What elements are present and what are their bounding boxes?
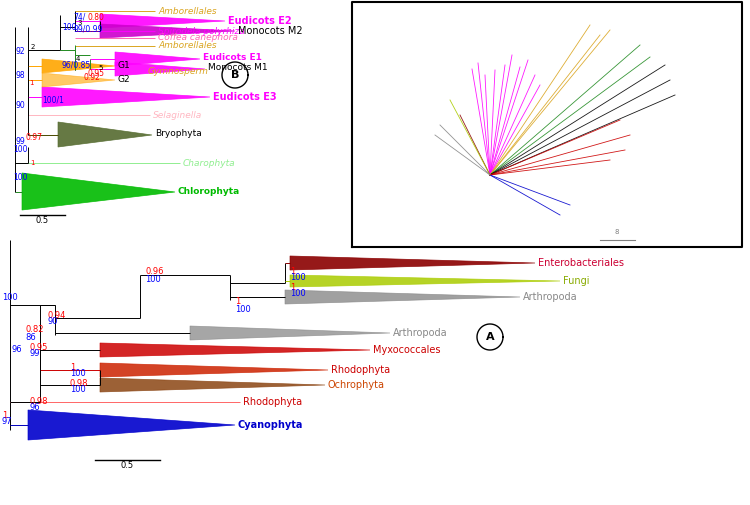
Polygon shape <box>100 378 325 392</box>
Text: Enterobacteriales: Enterobacteriales <box>538 258 624 268</box>
Text: Arthropoda: Arthropoda <box>393 328 448 338</box>
Text: 0.95: 0.95 <box>88 69 105 77</box>
Text: Selaginella: Selaginella <box>153 111 203 120</box>
Text: 0.5: 0.5 <box>121 461 134 470</box>
Text: 90: 90 <box>15 100 25 110</box>
Text: Spirodela polyrhiza: Spirodela polyrhiza <box>158 26 244 35</box>
Text: 100: 100 <box>145 275 160 283</box>
Text: Eudicots E2: Eudicots E2 <box>228 16 292 26</box>
Text: 92: 92 <box>15 47 25 57</box>
Text: Amborellales: Amborellales <box>158 7 217 16</box>
Text: Rhodophyta: Rhodophyta <box>331 365 390 375</box>
Text: 1: 1 <box>29 80 34 86</box>
Polygon shape <box>42 87 210 107</box>
Text: 5: 5 <box>98 65 102 71</box>
Polygon shape <box>42 59 115 73</box>
Text: Eudicots E3: Eudicots E3 <box>213 92 277 102</box>
Text: 100: 100 <box>2 292 18 301</box>
Text: G1: G1 <box>118 62 130 71</box>
Text: Amborellales: Amborellales <box>158 41 217 51</box>
Text: Eudicots E1: Eudicots E1 <box>203 54 262 63</box>
Text: 1: 1 <box>2 411 8 420</box>
Text: Rhodophyta: Rhodophyta <box>243 397 302 407</box>
Text: 0.5: 0.5 <box>35 216 49 225</box>
Text: Monocots M2: Monocots M2 <box>238 26 302 36</box>
Text: 100: 100 <box>13 144 28 154</box>
Text: 96/0.85: 96/0.85 <box>62 61 92 70</box>
Text: 0.92: 0.92 <box>83 74 100 82</box>
Text: 2: 2 <box>31 44 35 50</box>
Text: 1: 1 <box>70 363 75 372</box>
Text: Fungi: Fungi <box>563 276 590 286</box>
Text: Bryophyta: Bryophyta <box>155 129 202 138</box>
Text: 1: 1 <box>235 297 240 307</box>
Text: Cyanophyta: Cyanophyta <box>238 420 303 430</box>
Polygon shape <box>22 173 175 210</box>
Text: 97: 97 <box>2 418 13 427</box>
Text: 99/0.99: 99/0.99 <box>73 25 102 33</box>
Polygon shape <box>100 24 235 38</box>
Text: 100: 100 <box>13 173 28 181</box>
Text: 74/: 74/ <box>73 13 86 22</box>
Text: Arthropoda: Arthropoda <box>523 292 578 302</box>
Text: 99: 99 <box>15 137 25 146</box>
Text: Charophyta: Charophyta <box>183 159 236 168</box>
Polygon shape <box>115 62 205 76</box>
Text: G2: G2 <box>118 76 130 84</box>
Text: Ochrophyta: Ochrophyta <box>328 380 385 390</box>
Text: 100: 100 <box>290 289 306 298</box>
Text: Coffea canephora: Coffea canephora <box>158 33 238 42</box>
Polygon shape <box>115 52 200 66</box>
Text: 86: 86 <box>25 332 36 341</box>
Text: 3: 3 <box>77 20 82 26</box>
Text: 0.94: 0.94 <box>48 311 66 320</box>
Polygon shape <box>28 410 235 440</box>
Text: 100: 100 <box>235 305 250 314</box>
Polygon shape <box>290 256 535 270</box>
Text: 0.98: 0.98 <box>70 379 88 387</box>
Text: 8: 8 <box>615 229 620 235</box>
Text: 0.97: 0.97 <box>26 132 43 141</box>
Polygon shape <box>100 363 328 377</box>
Text: Monocots M1: Monocots M1 <box>208 64 268 73</box>
Text: 100: 100 <box>70 385 86 394</box>
Polygon shape <box>100 14 225 28</box>
Polygon shape <box>58 122 152 147</box>
Text: 1: 1 <box>290 267 296 276</box>
Text: 1: 1 <box>290 282 296 291</box>
Text: 100/1: 100/1 <box>42 95 64 105</box>
Text: B: B <box>231 70 239 80</box>
Text: 100: 100 <box>70 370 86 379</box>
Text: 0.95: 0.95 <box>30 342 48 351</box>
Text: 0.80: 0.80 <box>87 13 104 22</box>
Text: A: A <box>486 332 494 342</box>
Text: 96: 96 <box>12 345 22 355</box>
Text: 98: 98 <box>15 71 25 79</box>
Polygon shape <box>290 275 560 287</box>
Text: 99: 99 <box>30 349 40 359</box>
Text: 100: 100 <box>290 274 306 282</box>
Polygon shape <box>190 326 390 340</box>
Text: 0.96: 0.96 <box>145 268 164 277</box>
Text: Gymnosperm: Gymnosperm <box>148 68 208 76</box>
Text: 90: 90 <box>48 318 58 327</box>
Text: 96: 96 <box>30 403 40 413</box>
Text: 1: 1 <box>30 160 34 166</box>
Text: Chlorophyta: Chlorophyta <box>178 187 240 196</box>
Polygon shape <box>100 343 370 357</box>
Polygon shape <box>42 73 115 87</box>
Text: 100: 100 <box>62 23 76 31</box>
Polygon shape <box>285 290 520 304</box>
Text: 4: 4 <box>76 56 80 62</box>
Text: 0.82: 0.82 <box>25 326 44 334</box>
Text: Myxococcales: Myxococcales <box>373 345 440 355</box>
Text: 0.98: 0.98 <box>30 396 49 406</box>
